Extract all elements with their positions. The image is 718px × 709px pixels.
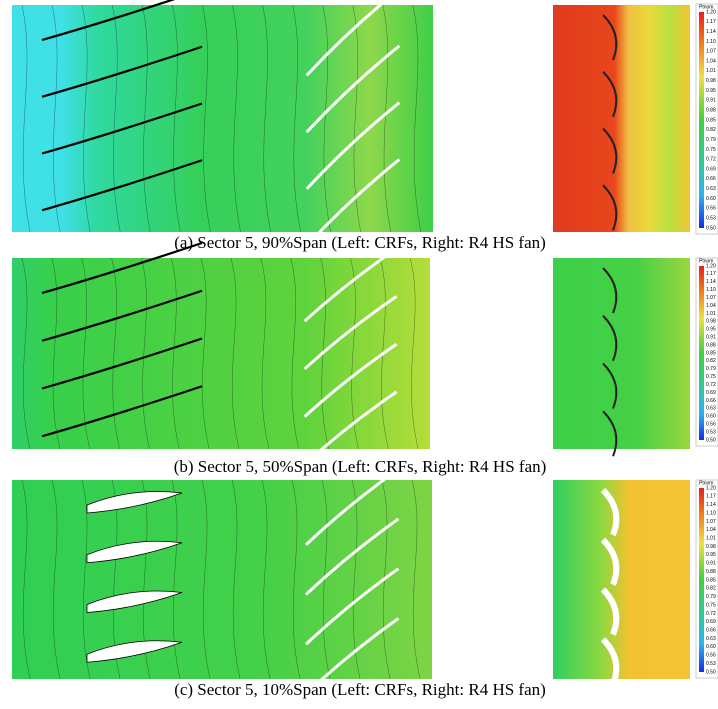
colorbar-label: 0.60 [706,644,716,650]
colorbar-label: 1.20 [706,485,716,491]
colorbar-label: 0.79 [706,366,716,372]
colorbar-label: 0.85 [706,117,716,123]
colorbar-label: 1.20 [706,263,716,269]
colorbar-label: 0.69 [706,619,716,625]
caption: (b) Sector 5, 50%Span (Left: CRFs, Right… [174,457,547,476]
colorbar-label: 1.01 [706,311,716,317]
colorbar-label: 0.60 [706,414,716,420]
colorbar-label: 0.66 [706,398,716,404]
colorbar-label: 0.50 [706,669,716,675]
colorbar-label: 0.56 [706,422,716,428]
colorbar-label: 0.66 [706,176,716,182]
colorbar-label: 0.50 [706,225,716,231]
colorbar: Ptnom1.201.171.141.101.071.041.010.980.9… [696,258,718,446]
colorbar-label: 1.07 [706,295,716,301]
colorbar-label: 0.95 [706,552,716,558]
colorbar-label: 0.88 [706,108,716,114]
colorbar-label: 0.75 [706,147,716,153]
colorbar-label: 1.17 [706,271,716,277]
colorbar-label: 1.07 [706,49,716,55]
colorbar-label: 0.95 [706,88,716,94]
caption: (c) Sector 5, 10%Span (Left: CRFs, Right… [174,680,546,699]
colorbar-label: 1.10 [706,287,716,293]
colorbar-label: 0.98 [706,319,716,325]
colorbar-strip [699,488,704,672]
colorbar-label: 0.66 [706,628,716,634]
colorbar-label: 0.56 [706,653,716,659]
contour-image [553,5,690,232]
colorbar-label: 0.53 [706,216,716,222]
colorbar-label: 0.63 [706,406,716,412]
colorbar-label: 1.01 [706,536,716,542]
colorbar-label: 0.95 [706,327,716,333]
contour-image [12,258,430,449]
colorbar-label: 0.69 [706,390,716,396]
colorbar-label: 0.63 [706,636,716,642]
colorbar-label: 0.91 [706,561,716,567]
colorbar-label: 0.79 [706,594,716,600]
colorbar-label: 0.82 [706,586,716,592]
colorbar-label: 0.88 [706,569,716,575]
colorbar-label: 0.98 [706,78,716,84]
colorbar: Ptnom1.201.171.141.101.071.041.010.980.9… [696,480,718,678]
colorbar-label: 1.14 [706,502,716,508]
colorbar-label: 0.75 [706,602,716,608]
colorbar-label: 0.85 [706,350,716,356]
contour-images [12,0,690,694]
contour-image [553,480,690,679]
page: (a) Sector 5, 90%Span (Left: CRFs, Right… [0,0,718,709]
colorbar-label: 0.53 [706,429,716,435]
colorbar-label: 0.56 [706,206,716,212]
colorbar-label: 1.04 [706,58,716,64]
colorbar-label: 1.04 [706,303,716,309]
figure: (a) Sector 5, 90%Span (Left: CRFs, Right… [0,0,718,709]
colorbar-label: 0.91 [706,335,716,341]
colorbar-label: 1.17 [706,494,716,500]
colorbar-label: 0.75 [706,374,716,380]
contour-image [12,5,433,232]
colorbar-label: 0.85 [706,577,716,583]
colorbar: Ptnom1.201.171.141.101.071.041.010.980.9… [696,4,718,234]
colorbar-label: 0.72 [706,611,716,617]
colorbar-label: 1.04 [706,527,716,533]
colorbar-label: 0.72 [706,157,716,163]
colorbar-label: 1.20 [706,9,716,15]
colorbar-label: 1.01 [706,68,716,74]
colorbar-strip [699,12,704,228]
colorbar-label: 1.14 [706,29,716,35]
colorbar-label: 0.53 [706,661,716,667]
contour-image [553,258,690,449]
colorbar-strip [699,266,704,440]
colorbar-label: 0.50 [706,437,716,443]
colorbar-label: 0.69 [706,166,716,172]
colorbar-label: 0.82 [706,127,716,133]
colorbar-label: 1.14 [706,279,716,285]
colorbar-label: 0.63 [706,186,716,192]
colorbar-label: 1.10 [706,39,716,45]
colorbar-label: 0.79 [706,137,716,143]
colorbar-label: 0.91 [706,98,716,104]
colorbar-label: 0.72 [706,382,716,388]
colorbar-label: 1.10 [706,510,716,516]
colorbar-label: 1.17 [706,19,716,25]
colorbar-label: 0.60 [706,196,716,202]
caption: (a) Sector 5, 90%Span (Left: CRFs, Right… [174,233,546,252]
colorbar-label: 0.98 [706,544,716,550]
colorbar-label: 1.07 [706,519,716,525]
contour-image [12,480,432,679]
colorbar-label: 0.88 [706,342,716,348]
colorbar-label: 0.82 [706,358,716,364]
